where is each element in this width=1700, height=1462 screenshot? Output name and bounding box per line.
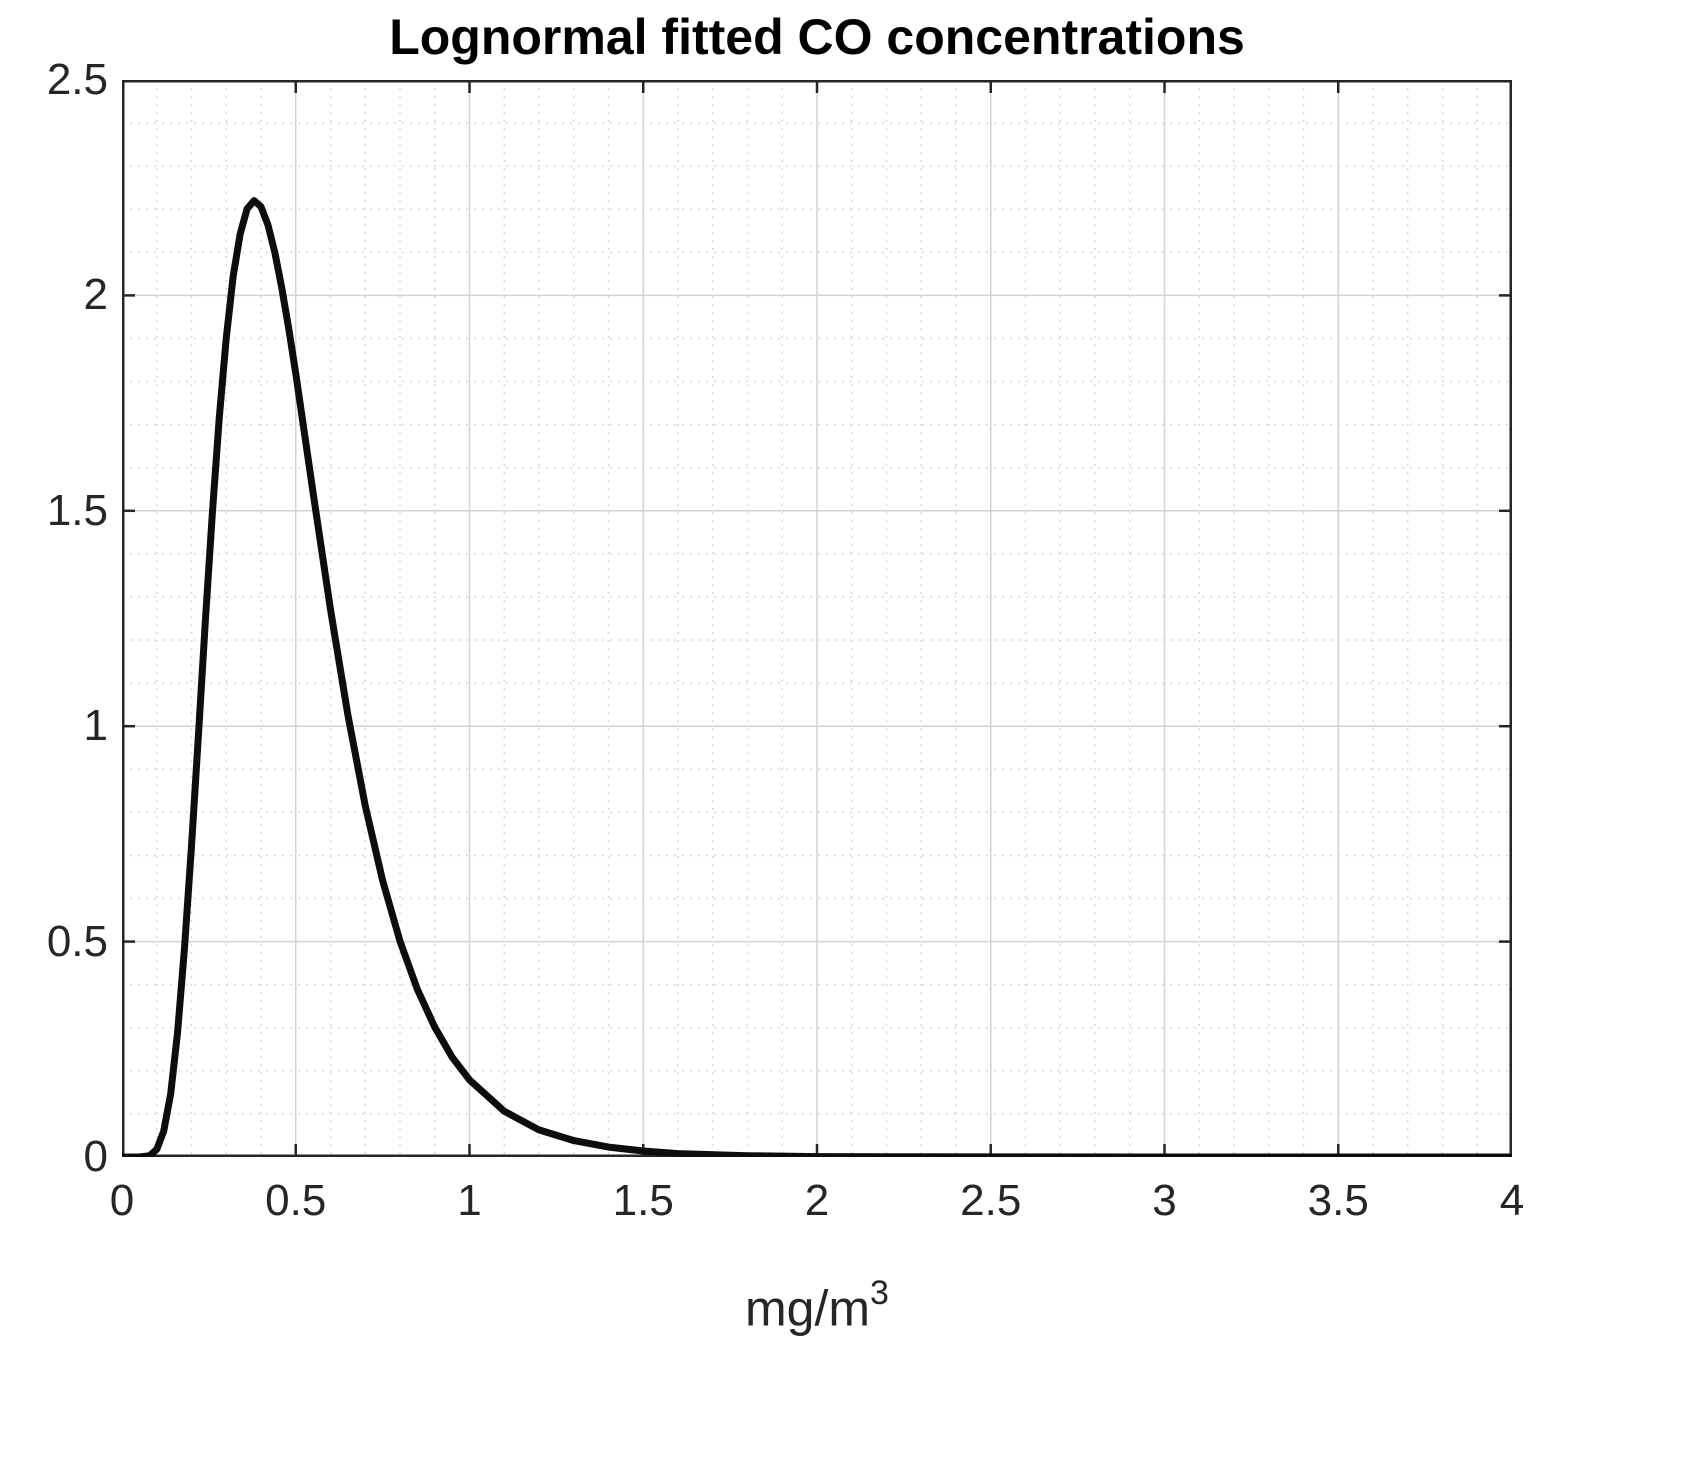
x-axis-label: mg/m3	[122, 1274, 1512, 1338]
x-tick-label: 2.5	[960, 1176, 1022, 1225]
x-axis-label-text: mg/m	[745, 1280, 871, 1337]
x-tick-label: 0	[109, 1176, 135, 1225]
x-axis-label-superscript: 3	[870, 1274, 889, 1312]
y-tick-label: 1.5	[46, 485, 108, 535]
y-tick-label: 0	[83, 1132, 108, 1181]
y-tick-label: 2.5	[46, 55, 108, 104]
lognormal-curve	[122, 197, 1512, 1157]
y-tick-label: 1	[83, 701, 108, 751]
x-tick-label: 4	[1499, 1176, 1525, 1225]
plot-canvas	[122, 80, 1512, 1157]
chart-title: Lognormal fitted CO concentrations	[389, 9, 1245, 65]
plot-area	[122, 80, 1512, 1157]
x-tick-label: 3.5	[1307, 1176, 1369, 1225]
x-tick-label: 3	[1152, 1176, 1177, 1225]
y-tick-label: 0.5	[46, 916, 108, 966]
x-tick-label: 0.5	[265, 1176, 327, 1225]
x-tick-label: 1.5	[612, 1176, 674, 1225]
x-tick-label: 1	[457, 1176, 482, 1225]
y-tick-label: 2	[83, 270, 108, 320]
x-tick-label: 2	[804, 1176, 830, 1225]
